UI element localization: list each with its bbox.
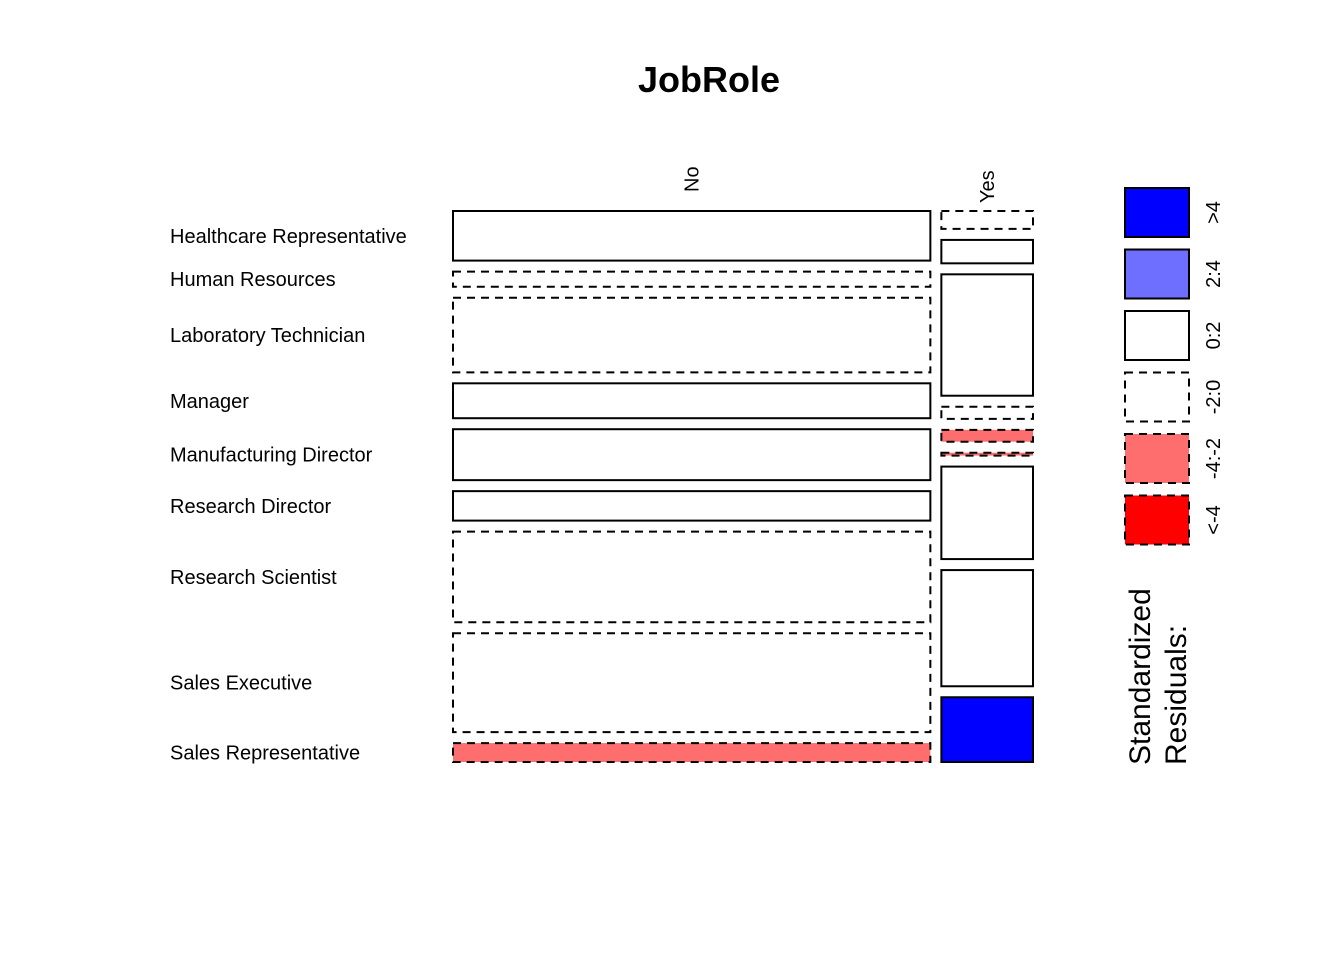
cell-manufacturing-director-no bbox=[452, 428, 932, 482]
cell-manager-yes bbox=[940, 405, 1035, 420]
legend-swatch-2-0 bbox=[1124, 371, 1190, 423]
legend-swatch-lt-4 bbox=[1124, 494, 1190, 546]
cell-healthcare-representative-no bbox=[452, 210, 932, 262]
row-label-healthcare-representative: Healthcare Representative bbox=[170, 226, 407, 248]
column-label-no: No bbox=[682, 166, 704, 192]
cell-manufacturing-director-yes bbox=[940, 428, 1035, 443]
row-label-research-scientist: Research Scientist bbox=[170, 567, 337, 589]
row-label-manager: Manager bbox=[170, 391, 249, 413]
legend-label-2-4: 2:4 bbox=[1203, 260, 1225, 288]
mosaic-cells bbox=[452, 210, 1035, 763]
legend-label-0-2: 0:2 bbox=[1203, 322, 1225, 350]
cell-research-scientist-yes bbox=[940, 465, 1035, 561]
row-label-sales-representative: Sales Representative bbox=[170, 743, 360, 765]
legend-label-4-2: -4:-2 bbox=[1203, 438, 1225, 479]
chart-title: JobRole bbox=[638, 59, 780, 100]
cell-human-resources-yes bbox=[940, 238, 1035, 265]
cell-manager-no bbox=[452, 382, 932, 420]
cell-sales-representative-yes bbox=[940, 696, 1035, 763]
legend-label-gt4: >4 bbox=[1203, 201, 1225, 224]
cell-sales-representative-no bbox=[452, 742, 932, 763]
row-label-manufacturing-director: Manufacturing Director bbox=[170, 445, 373, 467]
cell-research-scientist-no bbox=[452, 530, 932, 624]
legend-title-line-1: Standardized bbox=[1124, 588, 1157, 765]
row-label-research-director: Research Director bbox=[170, 496, 332, 518]
cell-laboratory-technician-yes bbox=[940, 273, 1035, 397]
legend-swatch-gt4 bbox=[1124, 187, 1190, 238]
residuals-legend: >4 2:4 0:2 -2:0 -4:-2 <-4 Standardized Residual… bbox=[1124, 187, 1225, 765]
row-labels: Healthcare Representative Human Resources… bbox=[170, 226, 407, 765]
cell-healthcare-representative-yes bbox=[940, 210, 1035, 230]
cell-research-director-yes bbox=[940, 451, 1035, 457]
legend-label-2-0: -2:0 bbox=[1203, 380, 1225, 414]
cell-sales-executive-no bbox=[452, 632, 932, 734]
legend-swatch-2-4 bbox=[1124, 248, 1190, 300]
row-label-human-resources: Human Resources bbox=[170, 269, 336, 291]
legend-label-lt-4: <-4 bbox=[1203, 505, 1225, 534]
legend-title-line-2: Residuals: bbox=[1160, 625, 1193, 765]
row-label-laboratory-technician: Laboratory Technician bbox=[170, 325, 365, 347]
legend-swatch-0-2 bbox=[1124, 310, 1190, 361]
legend-swatch-4-2 bbox=[1124, 433, 1190, 484]
cell-laboratory-technician-no bbox=[452, 296, 932, 374]
cell-sales-executive-yes bbox=[940, 569, 1035, 688]
column-label-yes: Yes bbox=[977, 170, 999, 203]
row-label-sales-executive: Sales Executive bbox=[170, 673, 312, 695]
column-labels: No Yes bbox=[682, 166, 1000, 203]
cell-research-director-no bbox=[452, 490, 932, 522]
cell-human-resources-no bbox=[452, 270, 932, 288]
